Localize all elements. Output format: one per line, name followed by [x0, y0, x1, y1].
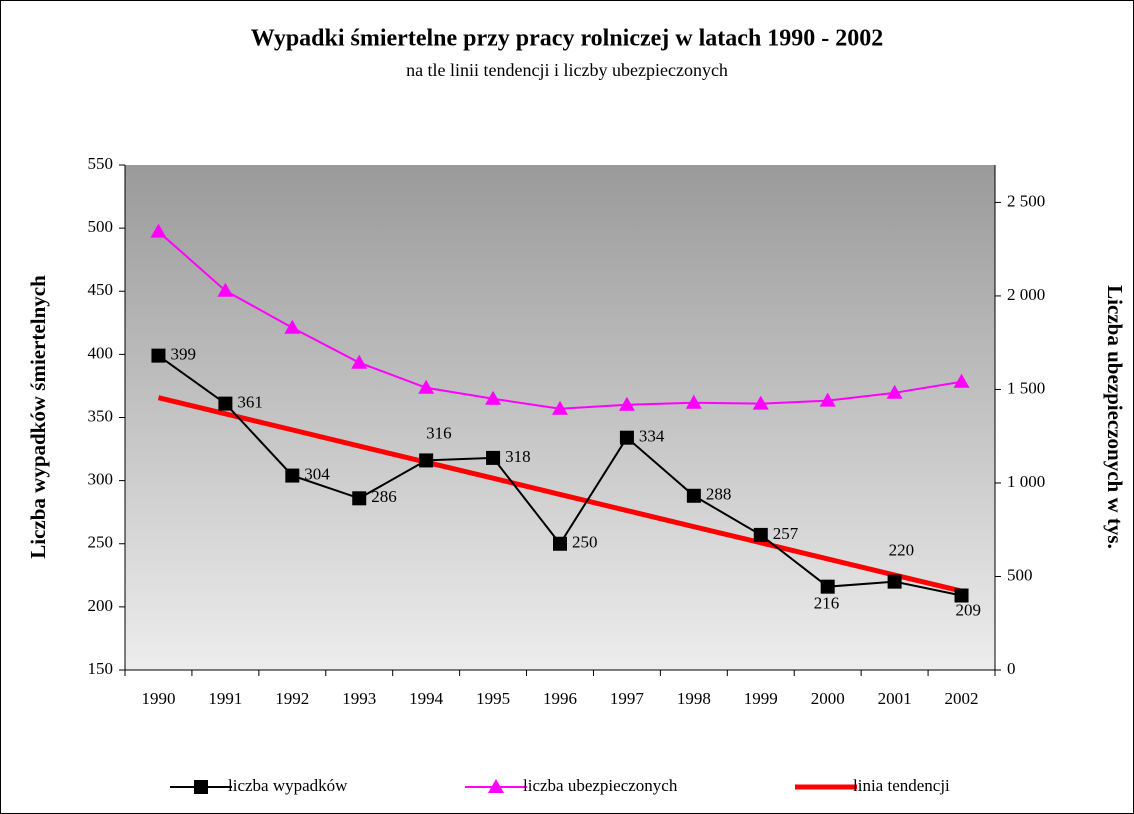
point [553, 536, 567, 551]
point [685, 394, 702, 409]
y-tick-label: 200 [88, 596, 114, 615]
y-tick-label: 150 [88, 659, 114, 678]
point [150, 223, 167, 238]
legend-label: liczba ubezpieczonych [523, 776, 678, 795]
point [151, 348, 166, 363]
point [351, 354, 368, 369]
point [886, 384, 903, 399]
data-label: 288 [706, 485, 732, 504]
y-tick-label: 450 [88, 280, 114, 299]
x-tick-label: 1998 [677, 689, 711, 708]
point [217, 282, 234, 297]
point [953, 373, 970, 388]
y-tick-label: 300 [88, 470, 114, 489]
x-tick-label: 2002 [945, 689, 979, 708]
x-tick-label: 1992 [275, 689, 309, 708]
data-label: 361 [237, 393, 263, 412]
point [820, 579, 835, 594]
x-tick-label: 1997 [610, 689, 645, 708]
point [752, 395, 769, 410]
y2-axis-label: Liczba ubezpieczonych w tys. [1103, 285, 1127, 549]
y-tick-label: 350 [88, 406, 114, 425]
y-tick-label: 400 [88, 343, 114, 362]
data-label: 257 [773, 524, 799, 543]
data-label: 286 [371, 487, 397, 506]
data-label: 220 [889, 541, 915, 560]
y-tick-label: 250 [88, 533, 114, 552]
x-tick-label: 1996 [543, 689, 577, 708]
x-tick-label: 1995 [476, 689, 510, 708]
x-tick-label: 1993 [342, 689, 376, 708]
x-tick-label: 1991 [208, 689, 242, 708]
point [418, 379, 435, 394]
point [819, 392, 836, 407]
data-label: 250 [572, 533, 598, 552]
data-label: 209 [956, 600, 982, 619]
y-tick-label: 550 [88, 154, 114, 173]
data-label: 216 [814, 594, 840, 613]
point [285, 468, 300, 483]
point [218, 396, 233, 411]
chart-title: Wypadki śmiertelne przy pracy rolniczej … [251, 26, 884, 52]
plot-area [125, 165, 995, 670]
point [887, 574, 902, 589]
y2-tick-label: 1 500 [1007, 378, 1045, 397]
point [486, 450, 501, 465]
data-label: 304 [304, 464, 330, 483]
x-tick-label: 1990 [141, 689, 175, 708]
point [552, 400, 568, 415]
point [619, 430, 634, 445]
data-label: 334 [639, 427, 665, 446]
point [284, 319, 301, 334]
point [618, 396, 635, 411]
point [419, 453, 434, 468]
point [954, 588, 969, 603]
point [753, 527, 768, 542]
y-tick-label: 500 [88, 217, 114, 236]
y2-tick-label: 2 500 [1007, 191, 1045, 210]
point [352, 491, 367, 506]
x-tick-label: 2001 [878, 689, 912, 708]
point [686, 488, 701, 503]
y2-tick-label: 500 [1007, 565, 1033, 584]
x-tick-label: 1999 [744, 689, 778, 708]
x-tick-label: 1994 [409, 689, 444, 708]
series-line [157, 395, 963, 594]
data-label: 399 [170, 345, 196, 364]
data-label: 316 [426, 423, 452, 442]
point [488, 779, 504, 793]
legend-label: liczba wypadków [228, 776, 348, 795]
y-axis-label: Liczba wypadków śmiertelnych [26, 275, 50, 559]
y2-tick-label: 0 [1007, 659, 1016, 678]
point [485, 390, 502, 405]
y2-tick-label: 1 000 [1007, 472, 1045, 491]
data-label: 318 [505, 447, 530, 466]
point [194, 780, 208, 794]
chart-subtitle: na tle linii tendencji i liczby ubezpiec… [406, 60, 728, 80]
legend-label: linia tendencji [853, 776, 950, 795]
y2-tick-label: 2 000 [1007, 285, 1045, 304]
x-tick-label: 2000 [811, 689, 845, 708]
